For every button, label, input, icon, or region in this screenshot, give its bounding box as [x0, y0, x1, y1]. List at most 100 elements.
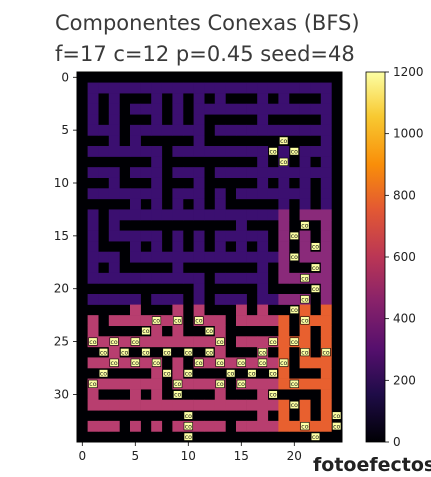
heatmap-cell — [246, 336, 258, 348]
heatmap-cell — [320, 283, 332, 295]
heatmap-cell — [193, 177, 205, 189]
heatmap-cell — [225, 230, 237, 242]
heatmap-cell — [108, 251, 120, 263]
heatmap-cell — [108, 103, 120, 115]
heatmap-cell — [119, 378, 131, 390]
cell-marker-label: co — [110, 360, 117, 367]
heatmap-cell — [140, 378, 152, 390]
heatmap-cell — [257, 82, 269, 94]
heatmap-cell — [98, 294, 110, 305]
heatmap-cell — [320, 135, 332, 147]
heatmap-cell — [98, 336, 110, 348]
heatmap-cell — [267, 209, 279, 221]
heatmap-cell — [172, 357, 184, 369]
cell-marker-label: co — [322, 349, 329, 356]
heatmap-cell — [151, 378, 163, 390]
heatmap-cell — [98, 124, 110, 136]
heatmap-cell — [320, 272, 332, 284]
cell-marker-box — [310, 284, 321, 293]
cell-marker-box — [215, 358, 225, 367]
heatmap-cell — [151, 198, 163, 210]
heatmap-cell — [310, 420, 322, 432]
heatmap-cell — [151, 241, 163, 253]
cell-marker-box — [300, 221, 310, 230]
cell-marker-label: co — [174, 392, 181, 399]
heatmap-cell — [151, 124, 163, 136]
heatmap-cell — [193, 294, 205, 305]
cell-marker-box — [183, 422, 193, 431]
heatmap-cell — [108, 93, 120, 105]
heatmap-cell — [310, 103, 322, 115]
heatmap-cell — [225, 357, 237, 369]
heatmap-cell — [257, 146, 269, 157]
heatmap-cell — [98, 399, 110, 411]
heatmap-cell — [140, 82, 152, 94]
heatmap-cell — [225, 209, 237, 221]
heatmap-cell — [257, 114, 269, 126]
heatmap-cell — [130, 103, 141, 115]
heatmap-cell — [257, 262, 269, 274]
heatmap-cell — [214, 103, 226, 115]
heatmap-cell — [320, 146, 332, 157]
axes: 0 5 10 15 20 0 5 10 15 20 25 30 — [54, 70, 302, 463]
watermark-logo: fotoefectos — [313, 454, 431, 476]
heatmap-cell — [130, 198, 141, 210]
heatmap-cell — [108, 167, 120, 179]
heatmap-cell — [310, 82, 322, 94]
heatmap-cell — [98, 167, 110, 179]
heatmap-cell — [119, 315, 131, 327]
heatmap-cell — [214, 272, 226, 284]
colorbar-tick-label: 1200 — [393, 65, 424, 79]
heatmap-cell — [236, 82, 247, 94]
heatmap-cell — [172, 188, 184, 200]
cell-marker-box — [268, 337, 278, 346]
heatmap-cell — [140, 167, 152, 179]
heatmap-cell — [246, 378, 258, 390]
heatmap-cell — [257, 177, 269, 189]
heatmap-cell — [214, 389, 226, 401]
heatmap-cell — [257, 103, 269, 115]
cell-marker-box — [332, 411, 342, 420]
heatmap-cell — [130, 82, 141, 94]
heatmap-cell — [267, 188, 279, 200]
heatmap-cell — [236, 124, 247, 136]
cell-marker-label: co — [206, 349, 213, 356]
colorbar-tick-label: 600 — [393, 250, 416, 264]
heatmap-cell — [236, 220, 247, 231]
cell-marker-label: co — [301, 222, 308, 229]
heatmap-cell — [204, 315, 216, 327]
heatmap-cell — [246, 146, 258, 157]
heatmap-cell — [108, 220, 120, 231]
heatmap-cell — [320, 177, 332, 189]
heatmap-cell — [108, 124, 120, 136]
heatmap-cell — [299, 177, 311, 189]
heatmap-cell — [87, 167, 99, 179]
heatmap-cell — [130, 389, 141, 401]
cell-marker-box — [226, 369, 236, 378]
heatmap-cell — [98, 146, 110, 157]
heatmap-cell — [108, 82, 120, 94]
heatmap-cell — [278, 82, 290, 94]
heatmap-cell — [267, 167, 279, 179]
heatmap-cell — [108, 272, 120, 284]
heatmap-cell — [172, 294, 184, 305]
heatmap-cell — [151, 103, 163, 115]
heatmap-cell — [278, 262, 290, 274]
cell-marker-label: co — [89, 339, 96, 346]
heatmap-cell — [257, 167, 269, 179]
chart-subtitle: f=17 c=12 p=0.45 seed=48 — [55, 42, 355, 66]
heatmap-cell — [98, 188, 110, 200]
heatmap-cell — [108, 262, 120, 274]
heatmap-cell — [278, 346, 290, 358]
heatmap-cell — [204, 251, 216, 263]
cell-marker-label: co — [142, 328, 149, 335]
cell-marker-label: co — [269, 339, 276, 346]
cell-marker-box — [279, 136, 289, 145]
heatmap-cell — [289, 167, 300, 179]
heatmap-cell — [257, 420, 269, 432]
cell-marker-label: co — [280, 138, 287, 145]
heatmap-cell — [172, 230, 184, 242]
heatmap-cell — [299, 146, 311, 157]
heatmap-cell — [193, 251, 205, 263]
cell-marker-label: co — [312, 265, 319, 272]
